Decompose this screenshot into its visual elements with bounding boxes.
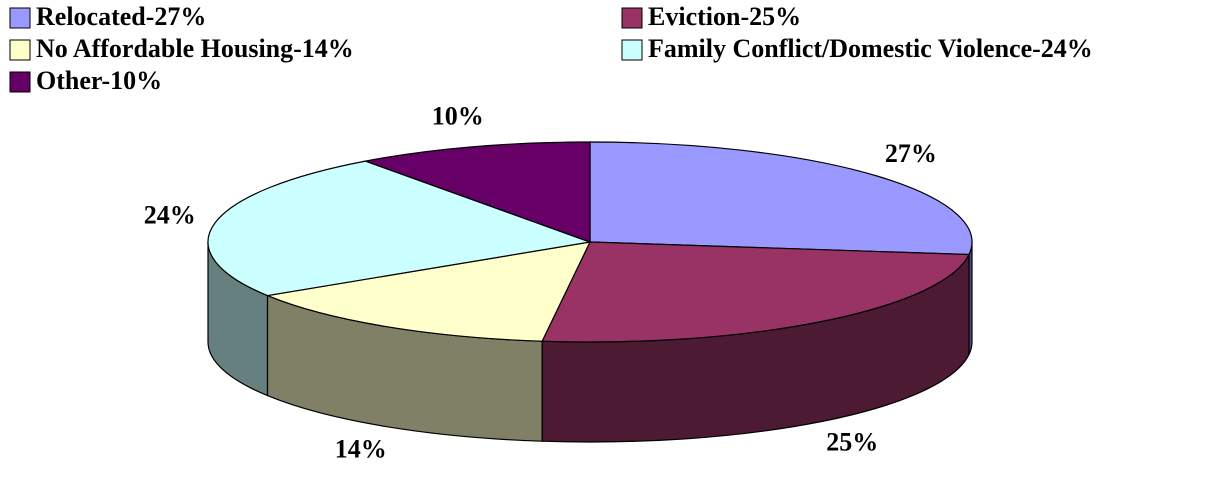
slice <box>363 141 591 243</box>
legend-label: Eviction-25% <box>648 2 801 31</box>
legend-label: No Affordable Housing-14% <box>36 34 354 63</box>
data-label: 14% <box>335 435 387 464</box>
data-label: 10% <box>432 101 484 130</box>
slice <box>589 141 973 256</box>
slice <box>541 241 970 343</box>
slice <box>207 160 593 297</box>
data-label: 24% <box>144 201 196 230</box>
legend-swatch <box>9 39 31 61</box>
legend-swatch <box>9 7 31 29</box>
legend-label: Other-10% <box>36 66 162 95</box>
legend-swatch <box>621 39 643 61</box>
data-label: 25% <box>826 428 878 457</box>
legend-swatch <box>9 71 31 93</box>
legend-label: Family Conflict/Domestic Violence-24% <box>648 34 1093 63</box>
data-label: 27% <box>885 139 937 168</box>
legend-swatch <box>621 7 643 29</box>
legend-label: Relocated-27% <box>36 2 206 31</box>
slice <box>265 241 592 342</box>
